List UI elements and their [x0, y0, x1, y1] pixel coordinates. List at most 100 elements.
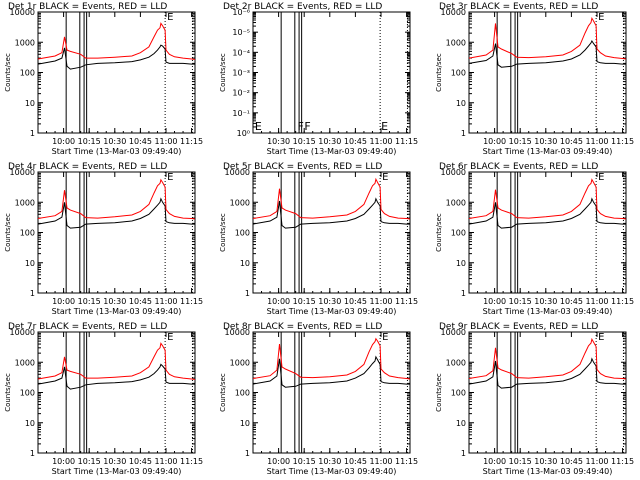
x-tick-label: 10:00 [267, 457, 290, 466]
plot-frame [252, 331, 411, 454]
plot-frame [468, 171, 627, 294]
x-tick-label: 10:30 [318, 137, 341, 146]
y-tick-label: 10⁻⁶ [232, 8, 250, 17]
x-tick-label: 11:00 [369, 137, 392, 146]
plot-frame [468, 331, 627, 454]
x-tick-label: 11:00 [154, 457, 177, 466]
x-tick-label: 11:00 [154, 297, 177, 306]
y-tick-label: 10000 [10, 328, 35, 337]
plot-frame [252, 171, 411, 294]
y-axis-label: Counts/sec [4, 213, 12, 252]
y-tick-label: 1000 [446, 198, 466, 207]
x-tick-label: 10:45 [560, 457, 583, 466]
annotation-label: E [598, 332, 604, 343]
x-axis-label: Start Time (13-Mar-03 09:49:40) [483, 147, 613, 156]
lld-series-line [37, 22, 196, 60]
chart-panel: Det 2r BLACK = Events, RED = LLD 10⁰ 10⁻¹ 1… [219, 2, 418, 156]
plot-frame [468, 11, 627, 134]
x-tick-label: 10:30 [267, 137, 290, 146]
y-tick-label: 100 [20, 69, 35, 78]
lld-series-line [37, 342, 196, 380]
x-tick-label: 10:15 [509, 457, 532, 466]
y-tick-label: 100 [451, 389, 466, 398]
y-tick-label: 10 [240, 419, 250, 428]
y-tick-label: 100 [451, 229, 466, 238]
y-tick-label: 10⁰ [237, 129, 250, 138]
x-axis-label: Start Time (13-Mar-03 09:49:40) [483, 307, 613, 316]
plot-frame [37, 171, 196, 294]
x-tick-label: 10:45 [344, 137, 367, 146]
y-tick-label: 10 [456, 99, 466, 108]
x-tick-label: 10:00 [52, 297, 75, 306]
y-tick-label: 10000 [225, 168, 250, 177]
x-tick-label: 10:30 [103, 297, 126, 306]
y-tick-label: 10 [456, 419, 466, 428]
annotation-label: E [167, 12, 173, 23]
chart-title: Det 4r BLACK = Events, RED = LLD [8, 162, 167, 172]
y-tick-label: 100 [235, 389, 250, 398]
x-tick-label: 10:45 [129, 297, 152, 306]
annotation-label: E [167, 172, 173, 183]
x-axis-label: Start Time (13-Mar-03 09:49:40) [267, 467, 397, 476]
chart-panel: Det 9r BLACK = Events, RED = LLD 1 10 100 10… [435, 322, 634, 476]
x-tick-label: 10:15 [509, 137, 532, 146]
x-tick-label: 10:15 [78, 297, 101, 306]
chart-title: Det 2r BLACK = Events, RED = LLD [223, 2, 382, 12]
x-tick-label: 10:30 [103, 457, 126, 466]
y-tick-label: 10000 [10, 168, 35, 177]
x-tick-label: 10:30 [103, 137, 126, 146]
x-axis-label: Start Time (13-Mar-03 09:49:40) [52, 147, 182, 156]
y-tick-label: 10⁻⁵ [232, 28, 250, 37]
annotation-label: E [381, 120, 388, 133]
y-tick-label: 10 [240, 259, 250, 268]
chart-panel: Det 8r BLACK = Events, RED = LLD 1 10 100 10… [219, 322, 418, 476]
lld-series-line [468, 16, 627, 60]
y-tick-label: 10 [456, 259, 466, 268]
events-series-line [468, 39, 626, 68]
x-tick-label: 10:00 [483, 457, 506, 466]
x-tick-label: 10:15 [78, 137, 101, 146]
y-axis-label: Counts/sec [435, 373, 443, 412]
y-axis-label: Counts/sec [435, 213, 443, 252]
y-tick-label: 1000 [446, 358, 466, 367]
x-tick-label: 11:15 [180, 137, 203, 146]
y-axis-label: Counts/sec [435, 53, 443, 92]
x-tick-label: 11:15 [611, 297, 634, 306]
chart-title: Det 3r BLACK = Events, RED = LLD [439, 2, 598, 12]
x-tick-label: 10:30 [534, 297, 557, 306]
y-tick-label: 10000 [441, 328, 466, 337]
y-axis-label: Counts/sec [219, 53, 227, 92]
chart-panel: Det 3r BLACK = Events, RED = LLD 1 10 100 10… [435, 2, 634, 156]
y-tick-label: 10000 [441, 8, 466, 17]
x-tick-label: 10:45 [129, 457, 152, 466]
plot-frame [37, 11, 196, 134]
events-series-line [37, 44, 195, 70]
x-tick-label: 10:45 [560, 137, 583, 146]
x-tick-label: 11:00 [369, 297, 392, 306]
y-tick-label: 100 [235, 229, 250, 238]
y-tick-label: 1 [461, 289, 466, 298]
x-tick-label: 10:45 [129, 137, 152, 146]
chart-panel: Det 1r BLACK = Events, RED = LLD 1 10 100 10… [4, 2, 203, 156]
y-tick-label: 1000 [230, 358, 250, 367]
y-axis-label: Counts/sec [4, 53, 12, 92]
y-tick-label: 1000 [15, 198, 35, 207]
y-tick-label: 10 [25, 419, 35, 428]
x-tick-label: 11:15 [395, 457, 418, 466]
x-tick-label: 11:00 [585, 457, 608, 466]
x-tick-label: 10:45 [344, 457, 367, 466]
chart-panel: Det 7r BLACK = Events, RED = LLD 1 10 100 10… [4, 322, 203, 476]
y-tick-label: 10⁻² [232, 89, 250, 98]
x-tick-label: 10:45 [560, 297, 583, 306]
x-tick-label: 11:15 [611, 457, 634, 466]
y-tick-label: 1000 [15, 358, 35, 367]
x-tick-label: 11:15 [180, 457, 203, 466]
x-tick-label: 10:00 [483, 137, 506, 146]
y-tick-label: 1 [461, 449, 466, 458]
annotation-label: E [382, 332, 388, 343]
events-series-line [37, 197, 195, 229]
y-tick-label: 10⁻⁴ [232, 48, 250, 57]
y-tick-label: 10000 [10, 8, 35, 17]
x-tick-label: 10:45 [344, 297, 367, 306]
